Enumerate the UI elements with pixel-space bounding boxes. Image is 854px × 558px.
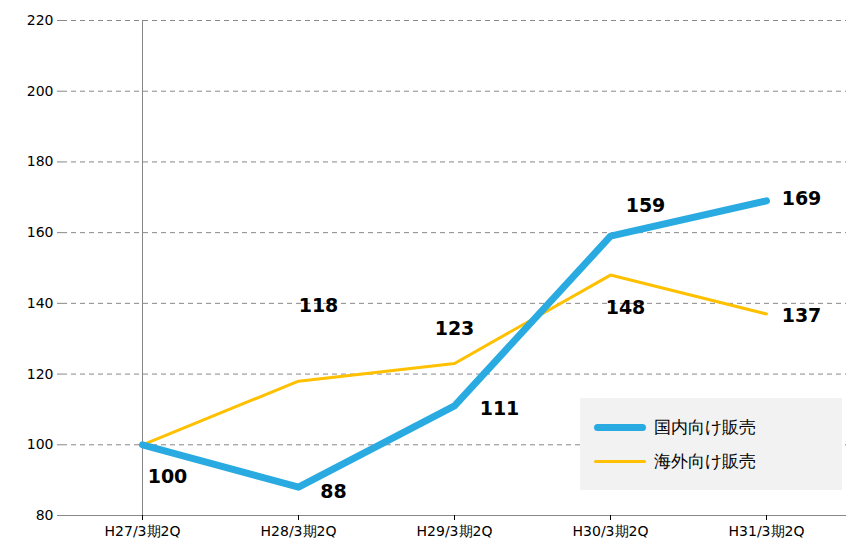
svg-text:169: 169 (782, 187, 822, 209)
html-text:国内向け販売: 国内向け販売 (654, 416, 756, 437)
svg-text:160: 160 (27, 224, 54, 240)
html-text:海外向け販売: 海外向け販売 (654, 450, 756, 471)
svg-text:120: 120 (27, 366, 54, 382)
svg-text:H28/3期2Q: H28/3期2Q (261, 523, 337, 539)
svg-text:140: 140 (27, 295, 54, 311)
svg-text:H31/3期2Q: H31/3期2Q (729, 523, 805, 539)
svg-text:100: 100 (27, 436, 54, 452)
svg-text:80: 80 (36, 507, 54, 523)
svg-text:88: 88 (320, 480, 346, 502)
svg-text:H29/3期2Q: H29/3期2Q (417, 523, 493, 539)
svg-text:180: 180 (27, 153, 54, 169)
svg-text:111: 111 (480, 397, 520, 419)
svg-text:159: 159 (626, 194, 666, 216)
svg-text:123: 123 (435, 317, 475, 339)
svg-text:118: 118 (299, 294, 339, 316)
svg-text:H27/3期2Q: H27/3期2Q (105, 523, 181, 539)
svg-text:148: 148 (606, 296, 646, 318)
svg-text:100: 100 (148, 465, 188, 487)
svg-text:200: 200 (27, 83, 54, 99)
svg-text:220: 220 (27, 12, 54, 28)
svg-text:H30/3期2Q: H30/3期2Q (573, 523, 649, 539)
svg-text:137: 137 (782, 304, 822, 326)
